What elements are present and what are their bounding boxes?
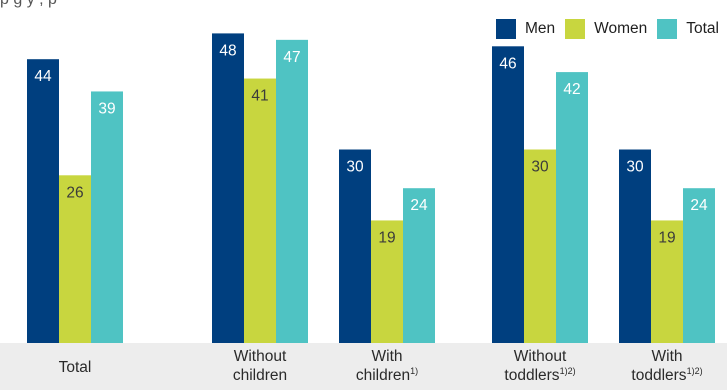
chart-subtitle-cut: p g y , p xyxy=(0,0,520,9)
legend-item-total: Total xyxy=(657,19,719,39)
bar-value-women-2: 19 xyxy=(378,229,395,246)
bar-value-men-4: 30 xyxy=(626,159,644,176)
legend-item-women: Women xyxy=(565,19,647,39)
x-tick-label-line: Total xyxy=(58,359,92,376)
bar-women-4 xyxy=(651,220,683,343)
legend-label-women: Women xyxy=(594,20,648,37)
x-tick-label-line: toddlers1)2) xyxy=(504,366,576,385)
bar-value-total-1: 47 xyxy=(283,49,300,66)
bar-women-2 xyxy=(371,220,403,343)
bar-women-0 xyxy=(59,175,91,343)
x-tick-label-footnote: 1)2) xyxy=(686,366,703,376)
x-tick-label-line: With xyxy=(651,348,683,365)
bar-total-4 xyxy=(683,188,715,343)
bar-value-total-0: 39 xyxy=(98,100,115,117)
bar-men-1 xyxy=(212,33,244,344)
legend-item-men: Men xyxy=(495,19,556,39)
bar-value-women-0: 26 xyxy=(66,184,83,201)
bar-value-women-4: 19 xyxy=(658,229,675,246)
x-tick-label-2: With children1) xyxy=(327,347,447,385)
bar-value-men-1: 48 xyxy=(219,42,236,59)
bar-total-2 xyxy=(403,188,435,343)
bar-value-total-2: 24 xyxy=(410,197,428,214)
x-tick-label-1: Without children xyxy=(200,347,320,385)
x-tick-label-line: children1) xyxy=(355,366,419,385)
x-tick-label-3: Without toddlers1)2) xyxy=(480,347,600,385)
bar-men-0 xyxy=(27,59,59,343)
x-tick-label-line: Without xyxy=(513,348,567,365)
x-tick-label-line: With xyxy=(371,348,403,365)
bar-men-4 xyxy=(619,149,651,343)
bar-value-women-3: 30 xyxy=(531,159,549,176)
bar-women-1 xyxy=(244,78,276,344)
x-tick-label-footnote: 1) xyxy=(410,366,419,376)
bar-women-3 xyxy=(524,149,556,343)
legend-swatch-men xyxy=(495,19,516,39)
legend-swatch-women xyxy=(565,19,586,39)
legend-label-total: Total xyxy=(686,20,719,37)
bar-value-total-4: 24 xyxy=(690,197,708,214)
x-tick-label-line: Without xyxy=(233,348,287,365)
bar-value-women-1: 41 xyxy=(251,88,268,105)
bar-value-total-3: 42 xyxy=(563,81,580,98)
x-axis-labels: Total Without children With children1) Withou… xyxy=(0,343,727,390)
bar-men-3 xyxy=(492,46,524,344)
x-tick-label-footnote: 1)2) xyxy=(559,366,576,376)
x-tick-label-line: toddlers1)2) xyxy=(631,366,703,385)
legend-swatch-total xyxy=(657,19,678,39)
x-tick-label-line: children xyxy=(232,367,288,384)
x-tick-label-0: Total xyxy=(15,358,135,377)
bar-value-men-0: 44 xyxy=(34,68,52,85)
bar-total-3 xyxy=(556,72,588,343)
x-tick-label-4: With toddlers1)2) xyxy=(607,347,727,385)
bar-total-0 xyxy=(91,91,123,343)
bar-value-men-2: 30 xyxy=(346,159,364,176)
bar-total-1 xyxy=(276,39,308,343)
chart-legend: Men Women Total xyxy=(495,17,719,41)
bar-men-2 xyxy=(339,149,371,343)
legend-label-men: Men xyxy=(524,20,556,37)
bar-value-men-3: 46 xyxy=(499,55,516,72)
